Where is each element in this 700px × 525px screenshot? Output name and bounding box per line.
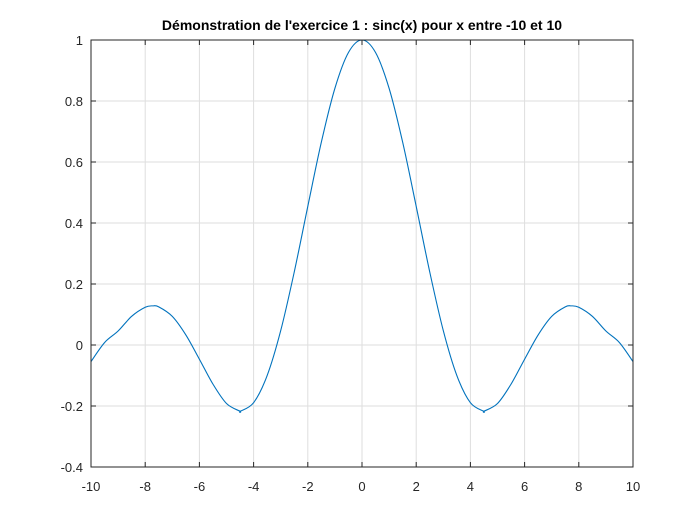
y-tick-label: 1 <box>76 33 83 48</box>
y-tick-label: 0.2 <box>65 277 83 292</box>
x-tick-label: 6 <box>521 479 528 494</box>
tick-layer <box>90 39 634 468</box>
x-tick-label: 4 <box>467 479 474 494</box>
x-tick-label: -10 <box>82 479 101 494</box>
y-tick-label: 0 <box>76 338 83 353</box>
x-tick-label: -8 <box>139 479 151 494</box>
x-tick-label: -4 <box>248 479 260 494</box>
x-tick-label: -6 <box>194 479 206 494</box>
label-layer: -10 -8 -6 -4 -2 0 2 4 6 8 10 -0.4 -0.2 0 0.2 0.4 0.6 0.8 1 <box>61 33 641 494</box>
x-tick-label: -2 <box>302 479 314 494</box>
x-tick-label: 8 <box>575 479 582 494</box>
x-tick-label: 10 <box>626 479 640 494</box>
x-tick-label: 0 <box>358 479 365 494</box>
grid-layer <box>91 40 633 467</box>
chart-title: Démonstration de l'exercice 1 : sinc(x) … <box>162 17 562 33</box>
y-tick-label: -0.4 <box>61 460 83 475</box>
y-tick-label: -0.2 <box>61 399 83 414</box>
y-tick-label: 0.8 <box>65 94 83 109</box>
y-tick-label: 0.4 <box>65 216 83 231</box>
y-tick-label: 0.6 <box>65 155 83 170</box>
x-tick-label: 2 <box>413 479 420 494</box>
